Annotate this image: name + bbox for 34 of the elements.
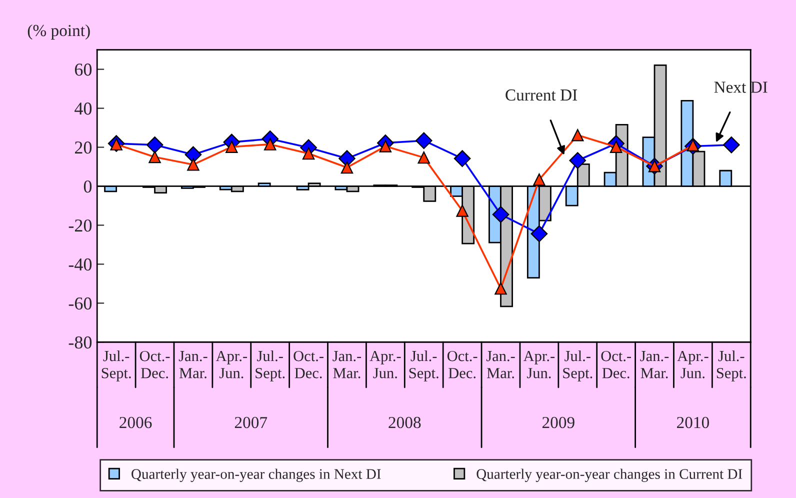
y-axis-title: (% point) xyxy=(28,24,90,40)
y-tick-label: 0 xyxy=(84,180,92,193)
legend-label: Quarterly year-on-year changes in Current DI xyxy=(476,468,742,482)
x-tick-label: Apr.- Jun. xyxy=(216,350,248,378)
x-tick-label: Jan.- Mar. xyxy=(486,351,515,378)
x-tick-label: Oct.- Dec. xyxy=(294,350,324,378)
text: 2007 xyxy=(234,416,268,428)
text: 2008 xyxy=(388,416,421,428)
x-tick-label: Jul.- Sept. xyxy=(102,350,131,382)
y-tick-label: -20 xyxy=(68,219,92,232)
y-tick-label: -80 xyxy=(68,336,92,349)
x-tick-label: Jul.- Sept. xyxy=(256,350,285,382)
text: 2006 xyxy=(120,416,152,428)
x-tick-label: Apr.- Jun. xyxy=(370,350,401,378)
x-tick-label: Oct.- Dec. xyxy=(140,350,170,378)
x-tick-label: Jul.- Sept. xyxy=(563,350,592,382)
x-tick-label: Apr.- Jun. xyxy=(523,350,555,378)
x-tick-label: Oct.- Dec. xyxy=(601,350,632,378)
y-tick-label: 40 xyxy=(74,102,92,115)
legend-label: Quarterly year-on-year changes in Next DI xyxy=(132,468,381,482)
x-tick-label: Apr.- Jun. xyxy=(677,350,708,378)
y-tick-label: -60 xyxy=(68,297,92,310)
x-tick-label: Jan.- Mar. xyxy=(178,351,208,378)
y-tick-label: -40 xyxy=(68,258,92,271)
x-tick-label: Jul.- Sept. xyxy=(716,350,746,382)
series-label: Current DI xyxy=(506,89,578,101)
x-tick-label: Jan.- Mar. xyxy=(332,351,362,378)
x-tick-label: Jul.- Sept. xyxy=(409,350,438,382)
x-tick-label: Oct.- Dec. xyxy=(447,350,478,378)
y-tick-label: 60 xyxy=(74,64,92,76)
text: 2010 xyxy=(677,416,709,428)
y-tick-label: 20 xyxy=(74,142,92,154)
x-tick-label: Jan.- Mar. xyxy=(640,351,669,378)
text: 2009 xyxy=(542,416,574,428)
